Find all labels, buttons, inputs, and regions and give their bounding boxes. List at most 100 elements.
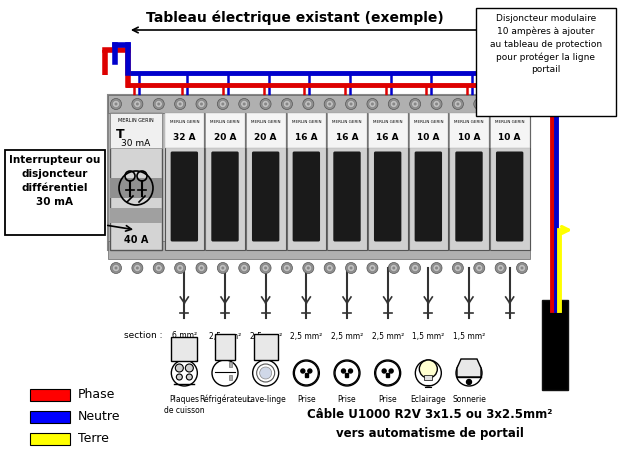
- Circle shape: [196, 99, 207, 109]
- Circle shape: [307, 102, 310, 106]
- Circle shape: [157, 102, 160, 106]
- Circle shape: [179, 266, 182, 270]
- FancyBboxPatch shape: [252, 152, 280, 241]
- Circle shape: [350, 266, 353, 270]
- Circle shape: [389, 369, 393, 373]
- Text: MERLIN GERIN: MERLIN GERIN: [210, 120, 240, 124]
- Circle shape: [185, 364, 193, 372]
- Circle shape: [219, 100, 226, 107]
- Text: Tableau électrique existant (exemple): Tableau électrique existant (exemple): [146, 11, 444, 25]
- Circle shape: [474, 263, 485, 273]
- Circle shape: [200, 102, 203, 106]
- Bar: [476, 8, 616, 116]
- Bar: [409, 113, 448, 250]
- Circle shape: [112, 265, 120, 272]
- Bar: [30, 433, 70, 445]
- Text: Interrupteur ou
disjoncteur
différentiel
30 mA: Interrupteur ou disjoncteur différentiel…: [9, 155, 100, 207]
- Text: 20 A: 20 A: [254, 133, 277, 142]
- Circle shape: [136, 266, 139, 270]
- Text: MERLIN GERIN: MERLIN GERIN: [251, 120, 280, 124]
- Circle shape: [392, 266, 396, 270]
- Bar: [490, 113, 529, 250]
- Text: section :: section :: [124, 332, 162, 340]
- Text: 16 A: 16 A: [295, 133, 317, 142]
- Text: Sonnerie: Sonnerie: [452, 395, 486, 404]
- Circle shape: [303, 263, 314, 273]
- Circle shape: [435, 102, 438, 106]
- Circle shape: [328, 266, 331, 270]
- Circle shape: [171, 360, 197, 386]
- Circle shape: [412, 265, 418, 272]
- Circle shape: [415, 360, 441, 386]
- Circle shape: [260, 263, 271, 273]
- Circle shape: [175, 364, 184, 372]
- Circle shape: [241, 100, 248, 107]
- Circle shape: [419, 360, 437, 378]
- Circle shape: [115, 102, 118, 106]
- Text: Prise: Prise: [338, 395, 356, 404]
- Circle shape: [175, 263, 185, 273]
- Circle shape: [474, 99, 485, 109]
- Circle shape: [324, 99, 335, 109]
- Circle shape: [342, 369, 345, 373]
- Circle shape: [281, 263, 293, 273]
- Circle shape: [264, 266, 267, 270]
- Circle shape: [410, 263, 420, 273]
- Text: 1,5 mm²: 1,5 mm²: [412, 332, 445, 340]
- Bar: [229, 375, 232, 380]
- Text: Disjoncteur modulaire
10 ampères à ajouter
au tableau de protection
pour protége: Disjoncteur modulaire 10 ampères à ajout…: [490, 14, 602, 74]
- Circle shape: [305, 265, 312, 272]
- Text: 10 A: 10 A: [498, 133, 521, 142]
- FancyBboxPatch shape: [374, 152, 401, 241]
- Text: MERLIN GERIN: MERLIN GERIN: [495, 120, 525, 124]
- Circle shape: [497, 100, 504, 107]
- Bar: [171, 337, 197, 361]
- Text: T: T: [116, 128, 125, 141]
- Circle shape: [518, 265, 526, 272]
- Circle shape: [345, 263, 356, 273]
- Circle shape: [453, 263, 463, 273]
- Bar: [449, 113, 489, 148]
- Circle shape: [454, 100, 461, 107]
- Circle shape: [198, 265, 205, 272]
- Bar: [246, 113, 285, 250]
- Bar: [424, 375, 432, 380]
- Text: 16 A: 16 A: [335, 133, 358, 142]
- Circle shape: [176, 374, 182, 380]
- Circle shape: [134, 100, 141, 107]
- Circle shape: [412, 100, 418, 107]
- Circle shape: [132, 263, 143, 273]
- Circle shape: [348, 369, 353, 373]
- Circle shape: [376, 361, 400, 385]
- Circle shape: [212, 360, 238, 386]
- FancyBboxPatch shape: [334, 152, 361, 241]
- Circle shape: [253, 360, 278, 386]
- Circle shape: [369, 100, 376, 107]
- Circle shape: [431, 99, 442, 109]
- Circle shape: [371, 266, 374, 270]
- Circle shape: [136, 102, 139, 106]
- Bar: [409, 113, 448, 148]
- Text: Prise: Prise: [297, 395, 316, 404]
- Bar: [205, 113, 245, 250]
- Circle shape: [260, 367, 272, 379]
- FancyBboxPatch shape: [293, 152, 320, 241]
- Circle shape: [241, 265, 248, 272]
- Circle shape: [497, 265, 504, 272]
- Text: 16 A: 16 A: [376, 133, 399, 142]
- Bar: [164, 113, 204, 250]
- FancyBboxPatch shape: [211, 152, 239, 241]
- Circle shape: [334, 360, 360, 386]
- Circle shape: [283, 100, 290, 107]
- Circle shape: [388, 263, 399, 273]
- Circle shape: [495, 263, 506, 273]
- Circle shape: [390, 100, 397, 107]
- FancyBboxPatch shape: [455, 152, 483, 241]
- Circle shape: [285, 266, 288, 270]
- Bar: [205, 113, 245, 148]
- Circle shape: [303, 99, 314, 109]
- Circle shape: [433, 100, 440, 107]
- Circle shape: [466, 379, 471, 385]
- Bar: [254, 334, 278, 360]
- Circle shape: [187, 374, 192, 380]
